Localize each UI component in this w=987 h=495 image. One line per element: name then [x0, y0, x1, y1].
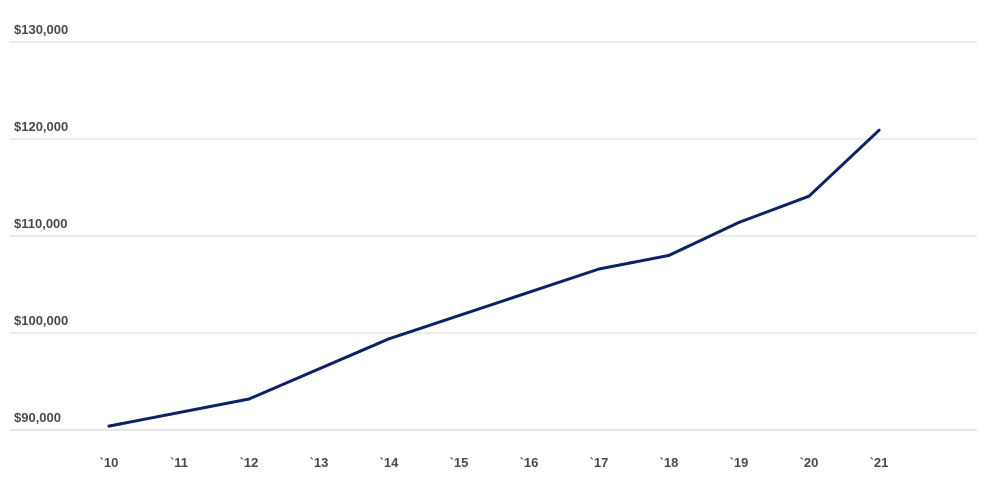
- x-tick-label: `18: [660, 455, 679, 470]
- y-tick-label: $110,000: [14, 216, 68, 231]
- gridlines: [10, 41, 977, 431]
- data-point: [387, 337, 391, 341]
- x-tick-label: `21: [870, 455, 889, 470]
- series-layer: [107, 128, 881, 428]
- data-point: [247, 397, 251, 401]
- series-line-0: [107, 128, 881, 428]
- data-point: [737, 220, 741, 224]
- x-tick-label: `10: [100, 455, 119, 470]
- x-tick-label: `12: [240, 455, 259, 470]
- y-tick-label: $90,000: [14, 410, 61, 425]
- y-tick-label: $130,000: [14, 22, 68, 37]
- x-tick-label: `20: [800, 455, 819, 470]
- x-tick-label: `19: [730, 455, 749, 470]
- x-tick-label: `17: [590, 455, 609, 470]
- x-axis-ticks: `10 `11 `12 `13 `14 `15 `16 `17 `18 `19 `20 `21: [100, 455, 889, 470]
- x-tick-label: `15: [450, 455, 469, 470]
- data-point: [597, 267, 601, 271]
- data-point: [877, 128, 881, 132]
- y-axis-ticks: $90,000 $100,000 $110,000 $120,000 $130,000: [14, 22, 68, 425]
- x-tick-label: `11: [170, 455, 188, 470]
- x-tick-label: `16: [520, 455, 539, 470]
- x-tick-label: `14: [380, 455, 400, 470]
- x-tick-label: `13: [310, 455, 329, 470]
- data-point: [667, 253, 671, 257]
- y-tick-label: $120,000: [14, 119, 68, 134]
- data-point: [807, 194, 811, 198]
- data-point: [107, 424, 111, 428]
- y-tick-label: $100,000: [14, 313, 68, 328]
